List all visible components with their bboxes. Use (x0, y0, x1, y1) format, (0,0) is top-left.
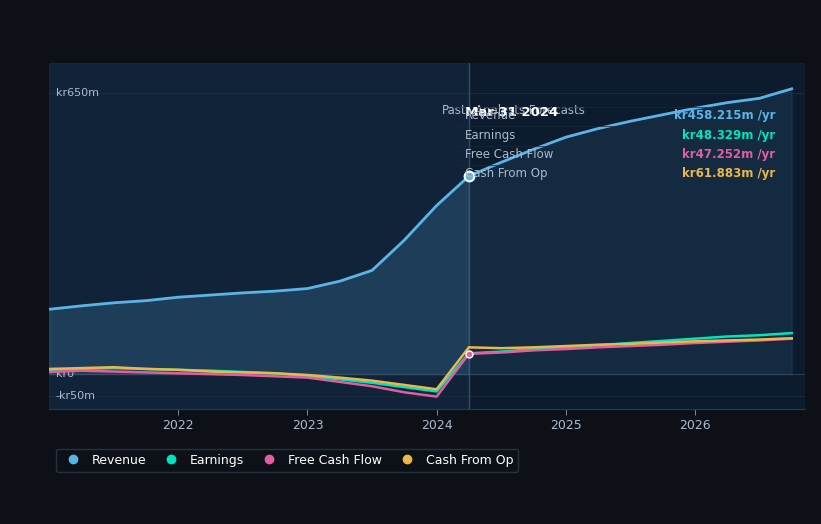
Text: kr650m: kr650m (56, 88, 99, 98)
Text: kr458.215m /yr: kr458.215m /yr (673, 109, 775, 122)
Text: Revenue: Revenue (465, 109, 516, 122)
Bar (49, 63, 469, 409)
Text: kr47.252m /yr: kr47.252m /yr (682, 148, 775, 161)
Bar (49, 63, 469, 409)
Legend: Revenue, Earnings, Free Cash Flow, Cash From Op: Revenue, Earnings, Free Cash Flow, Cash … (56, 449, 518, 472)
Text: kr61.883m /yr: kr61.883m /yr (681, 167, 775, 180)
Text: Earnings: Earnings (465, 128, 516, 141)
Text: -kr50m: -kr50m (56, 391, 96, 401)
Text: kr0: kr0 (56, 369, 74, 379)
Text: Past: Past (442, 104, 466, 117)
Text: Analysts Forecasts: Analysts Forecasts (475, 104, 585, 117)
Text: Free Cash Flow: Free Cash Flow (465, 148, 553, 161)
Text: kr48.329m /yr: kr48.329m /yr (681, 128, 775, 141)
Text: Cash From Op: Cash From Op (465, 167, 547, 180)
Text: Mar 31 2024: Mar 31 2024 (465, 106, 558, 119)
